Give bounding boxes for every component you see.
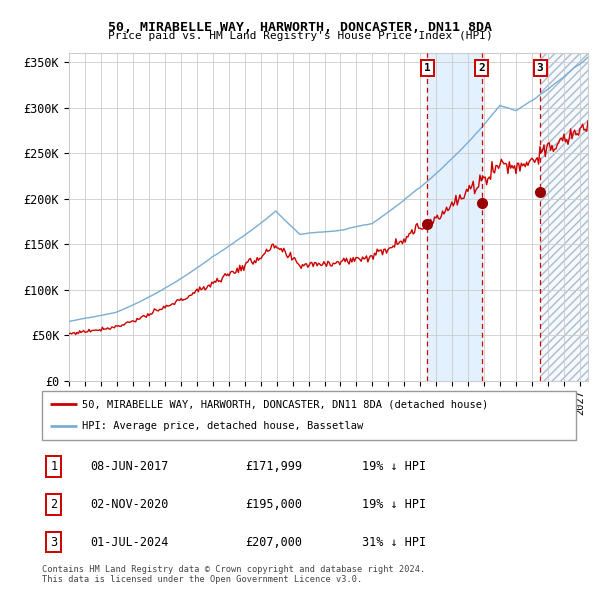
Text: Price paid vs. HM Land Registry's House Price Index (HPI): Price paid vs. HM Land Registry's House … [107,31,493,41]
Text: 50, MIRABELLE WAY, HARWORTH, DONCASTER, DN11 8DA: 50, MIRABELLE WAY, HARWORTH, DONCASTER, … [108,21,492,34]
FancyBboxPatch shape [42,391,576,440]
Text: 19% ↓ HPI: 19% ↓ HPI [362,460,427,473]
Bar [427,53,482,381]
Text: £195,000: £195,000 [245,498,302,511]
Text: 3: 3 [537,63,544,73]
Text: 2: 2 [478,63,485,73]
Text: 50, MIRABELLE WAY, HARWORTH, DONCASTER, DN11 8DA (detached house): 50, MIRABELLE WAY, HARWORTH, DONCASTER, … [82,399,488,409]
Text: £207,000: £207,000 [245,536,302,549]
Text: 1: 1 [424,63,431,73]
Text: 19% ↓ HPI: 19% ↓ HPI [362,498,427,511]
Bar [540,53,588,381]
Bar [540,53,588,381]
Text: 02-NOV-2020: 02-NOV-2020 [90,498,169,511]
Text: 08-JUN-2017: 08-JUN-2017 [90,460,169,473]
Text: 01-JUL-2024: 01-JUL-2024 [90,536,169,549]
Text: This data is licensed under the Open Government Licence v3.0.: This data is licensed under the Open Gov… [42,575,362,584]
Text: 1: 1 [50,460,58,473]
Text: £171,999: £171,999 [245,460,302,473]
Text: 2: 2 [50,498,58,511]
Text: 31% ↓ HPI: 31% ↓ HPI [362,536,427,549]
Text: Contains HM Land Registry data © Crown copyright and database right 2024.: Contains HM Land Registry data © Crown c… [42,565,425,574]
Text: 3: 3 [50,536,58,549]
Text: HPI: Average price, detached house, Bassetlaw: HPI: Average price, detached house, Bass… [82,421,364,431]
